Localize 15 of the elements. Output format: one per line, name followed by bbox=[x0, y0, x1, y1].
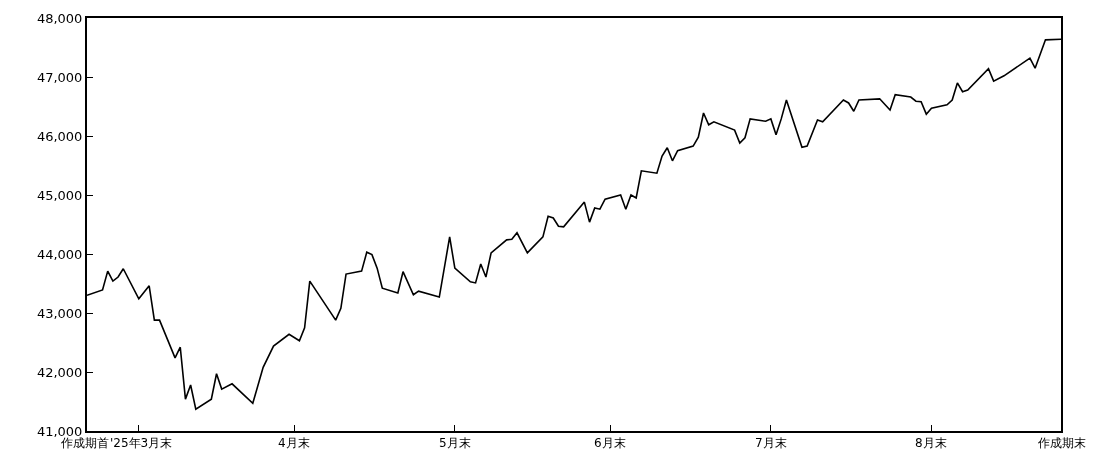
x-tick-label: 5月末 bbox=[439, 436, 471, 450]
x-tick-label: '25年3月末 bbox=[110, 436, 173, 450]
x-tick-label: 8月末 bbox=[915, 436, 947, 450]
x-tick-label: 4月末 bbox=[278, 436, 310, 450]
y-tick-label: 42,000 bbox=[36, 364, 83, 380]
y-tick-label: 45,000 bbox=[36, 187, 83, 203]
x-tick-label: 作成期末 bbox=[1037, 436, 1086, 450]
y-tick-label: 46,000 bbox=[36, 128, 83, 144]
x-tick-label: 作成期首 bbox=[60, 436, 109, 450]
y-tick-label: 47,000 bbox=[36, 69, 83, 85]
x-tick-label: 6月末 bbox=[594, 436, 626, 450]
x-tick-label: 7月末 bbox=[755, 436, 787, 450]
y-tick-label: 48,000 bbox=[36, 10, 83, 26]
y-tick-label: 44,000 bbox=[36, 246, 83, 262]
y-tick-label: 43,000 bbox=[36, 305, 83, 321]
